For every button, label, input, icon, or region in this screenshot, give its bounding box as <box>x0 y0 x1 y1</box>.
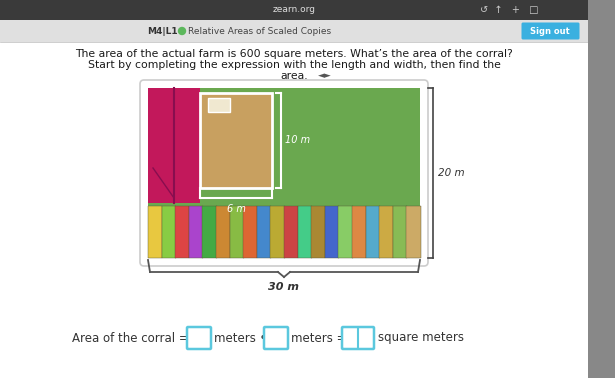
Bar <box>379 206 394 258</box>
Text: Sign out: Sign out <box>530 26 570 36</box>
Text: square meters: square meters <box>378 332 464 344</box>
Bar <box>243 206 257 258</box>
Text: Relative Areas of Scaled Copies: Relative Areas of Scaled Copies <box>188 26 331 36</box>
Bar <box>162 206 176 258</box>
Text: 20 m: 20 m <box>438 168 464 178</box>
Text: 10 m: 10 m <box>285 135 310 145</box>
Bar <box>325 206 339 258</box>
Bar <box>148 206 162 258</box>
Bar <box>208 98 230 112</box>
Text: Area of the corral =: Area of the corral = <box>72 332 189 344</box>
Bar <box>284 206 298 258</box>
Bar <box>311 206 325 258</box>
Text: meters •: meters • <box>214 332 266 344</box>
Bar <box>148 88 420 258</box>
Circle shape <box>178 28 186 34</box>
Bar <box>393 206 407 258</box>
FancyBboxPatch shape <box>140 80 428 266</box>
Text: ◄►: ◄► <box>318 71 331 81</box>
FancyBboxPatch shape <box>264 327 288 349</box>
Bar <box>338 206 352 258</box>
FancyBboxPatch shape <box>187 327 211 349</box>
Bar <box>588 0 615 378</box>
Bar <box>298 206 312 258</box>
Text: M4|L1: M4|L1 <box>148 26 178 36</box>
Text: area.: area. <box>280 71 308 81</box>
FancyBboxPatch shape <box>522 23 579 39</box>
Bar <box>271 206 285 258</box>
Text: The area of the actual farm is 600 square meters. What’s the area of the corral?: The area of the actual farm is 600 squar… <box>75 49 513 59</box>
Text: meters =: meters = <box>291 332 346 344</box>
Bar <box>200 93 272 188</box>
Bar <box>352 206 366 258</box>
Bar <box>229 206 244 258</box>
Text: zearn.org: zearn.org <box>272 6 315 14</box>
Bar <box>175 206 189 258</box>
Text: Start by completing the expression with the length and width, then find the: Start by completing the expression with … <box>87 60 501 70</box>
Bar <box>216 206 230 258</box>
Bar <box>0 20 588 42</box>
Bar <box>407 206 421 258</box>
Bar <box>189 206 203 258</box>
Bar <box>365 206 379 258</box>
FancyBboxPatch shape <box>342 327 374 349</box>
Text: 30 m: 30 m <box>269 282 300 292</box>
Bar <box>202 206 216 258</box>
Bar <box>148 88 200 203</box>
Bar <box>0 0 588 20</box>
Bar <box>200 93 272 188</box>
Text: 6 m: 6 m <box>226 204 245 214</box>
Text: ↺  ↑   +   □: ↺ ↑ + □ <box>480 5 539 15</box>
Bar <box>257 206 271 258</box>
